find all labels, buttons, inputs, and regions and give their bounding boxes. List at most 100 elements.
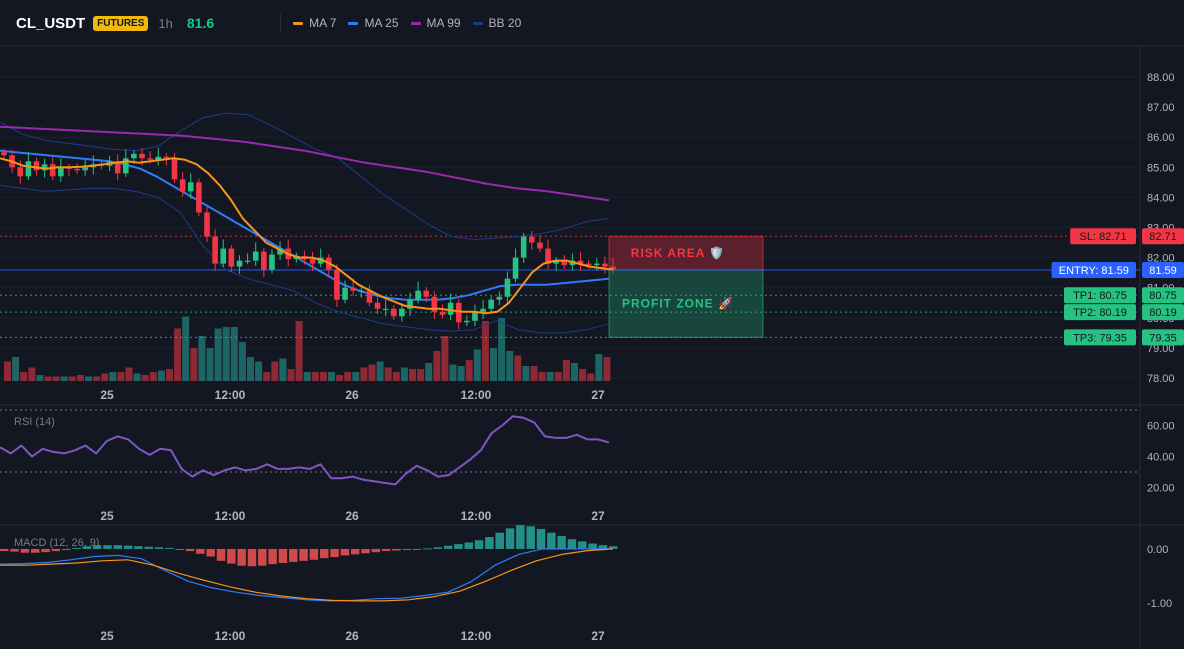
volume-bar <box>530 366 538 381</box>
candle-body <box>309 259 316 264</box>
macd-histogram-bar <box>361 548 370 554</box>
macd-histogram-bar <box>299 548 308 561</box>
macd-histogram-bar <box>340 548 350 556</box>
macd-histogram-bar <box>392 548 401 551</box>
main-x-tick-label: 12:00 <box>215 388 246 402</box>
candle-body <box>74 168 80 171</box>
macd-histogram-bar <box>206 548 215 557</box>
price-y-tick-label: 82.00 <box>1147 253 1175 265</box>
volume-bar <box>433 351 441 381</box>
volume-bar <box>206 348 214 381</box>
candle-body <box>277 248 283 255</box>
candle-body <box>577 260 584 264</box>
candle-body <box>366 290 373 303</box>
macd-histogram-bar <box>20 548 30 553</box>
macd-histogram-bar <box>175 548 184 550</box>
volume-bar <box>125 367 133 381</box>
price-y-tick-label: 79.00 <box>1147 343 1175 355</box>
level-label: ENTRY: 81.59 <box>1059 265 1129 277</box>
volume-bar <box>344 372 352 381</box>
volume-bar <box>571 363 578 381</box>
level-price-tag: 80.19 <box>1149 307 1177 319</box>
volume-bar <box>198 336 206 381</box>
volume-bar <box>230 327 238 381</box>
candle-body <box>49 164 56 177</box>
candle-body <box>220 248 227 264</box>
macd-histogram-bar <box>237 548 246 566</box>
risk-area-zone: RISK AREA 🛡️ <box>608 235 764 271</box>
macd-histogram-bar <box>526 526 535 549</box>
volume-bar <box>263 372 271 381</box>
candle-body <box>261 251 267 270</box>
volume-bar <box>538 372 546 381</box>
bb-upper-line <box>0 112 610 240</box>
volume-bar <box>457 366 465 381</box>
interval-label[interactable]: 1h <box>158 15 173 31</box>
candle-body <box>58 167 64 177</box>
volume-bar <box>311 372 319 381</box>
macd-histogram-bar <box>278 548 288 564</box>
volume-bar <box>498 318 506 381</box>
macd-x-tick-label: 12:00 <box>461 629 492 643</box>
candle-body <box>390 308 397 317</box>
volume-bar <box>506 351 514 381</box>
rsi-y-tick-label: 60.00 <box>1147 421 1175 433</box>
volume-bar <box>174 328 182 381</box>
macd-histogram-bar <box>113 545 123 549</box>
candle-body <box>350 287 356 291</box>
macd-histogram-bar <box>567 539 577 549</box>
candle-body <box>269 254 275 270</box>
macd-histogram-bar <box>123 545 133 549</box>
candle-body <box>399 308 405 317</box>
level-price-tag-bg <box>1142 329 1184 346</box>
level-price-tag: 81.59 <box>1149 265 1177 277</box>
macd-histogram-bar <box>443 545 453 549</box>
level-label-bg <box>1070 228 1136 245</box>
macd-histogram-bar <box>0 548 9 552</box>
volume-bar <box>287 369 295 381</box>
candle-body <box>496 296 503 300</box>
macd-histogram-bar <box>82 546 92 549</box>
main-x-tick-label: 25 <box>100 388 114 402</box>
candle-body <box>529 236 535 243</box>
macd-histogram-bar <box>30 548 40 553</box>
volume-bar <box>490 348 497 381</box>
level-label-bg <box>1064 329 1136 346</box>
macd-histogram-bar <box>61 548 71 551</box>
legend-ma99[interactable]: MA 99 <box>410 16 461 30</box>
volume-bar <box>425 363 433 381</box>
volume-bar <box>417 369 425 381</box>
candle-body <box>480 308 486 312</box>
candle-body <box>472 311 478 321</box>
volume-bar <box>247 357 254 381</box>
volume-bar <box>481 321 489 381</box>
volume-bar <box>238 342 246 381</box>
macd-histogram-bar <box>412 548 422 550</box>
level-label: SL: 82.71 <box>1080 231 1127 243</box>
symbol-name[interactable]: CL_USDT <box>16 14 86 32</box>
legend-ma25[interactable]: MA 25 <box>348 16 399 30</box>
legend-ma7[interactable]: MA 7 <box>293 16 336 30</box>
macd-histogram-bar <box>464 542 473 549</box>
price-y-tick-label: 88.00 <box>1147 72 1175 84</box>
candle-body <box>407 299 413 309</box>
candle-body <box>374 302 381 309</box>
candle-body <box>41 164 48 171</box>
level-label: TP2: 80.19 <box>1073 307 1127 319</box>
rsi-line <box>0 415 610 486</box>
volume-bar <box>579 369 587 381</box>
macd-histogram-bar <box>227 548 236 564</box>
rsi-title: RSI (14) <box>14 416 55 428</box>
macd-histogram-bar <box>154 547 164 549</box>
candle-body <box>602 263 608 267</box>
volume-bar <box>28 367 36 381</box>
macd-histogram-bar <box>547 532 556 549</box>
volume-bar <box>400 367 408 381</box>
candle-body <box>610 266 616 270</box>
legend-bb20[interactable]: BB 20 <box>472 16 521 30</box>
candle-body <box>114 161 121 174</box>
volume-bar <box>352 372 360 381</box>
macd-y-tick-label: 0.00 <box>1147 544 1168 556</box>
macd-histogram-bar <box>381 548 391 552</box>
